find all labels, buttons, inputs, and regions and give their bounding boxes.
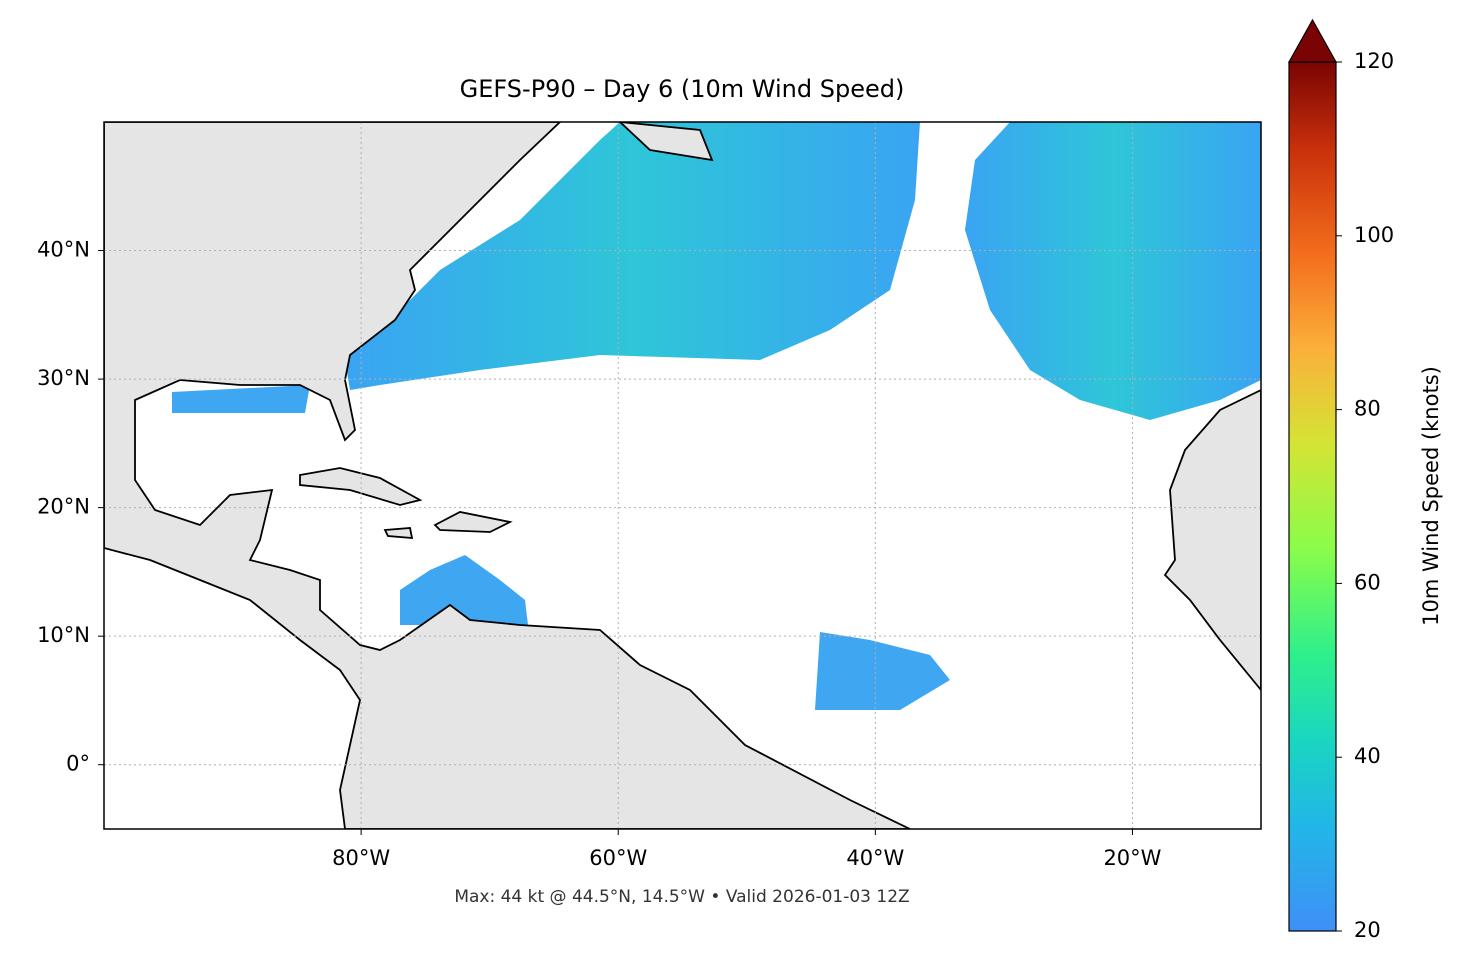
x-tick-label: 60°W xyxy=(589,846,647,870)
wind-region xyxy=(815,632,950,710)
island xyxy=(433,511,513,533)
island xyxy=(299,467,423,506)
y-tick-label: 30°N xyxy=(37,366,90,390)
wind-region xyxy=(400,555,528,625)
y-tick-label: 20°N xyxy=(37,495,90,519)
colorbar-extend xyxy=(1287,18,1338,63)
land xyxy=(1163,388,1261,692)
colorbar-tick-label: 40 xyxy=(1354,744,1381,768)
island xyxy=(383,527,414,539)
colorbar xyxy=(1288,61,1337,932)
colorbar-tick-label: 20 xyxy=(1354,918,1381,942)
wind-region xyxy=(965,122,1261,420)
colorbar-tick-label: 120 xyxy=(1354,49,1394,73)
land xyxy=(104,122,911,829)
chart-title: GEFS-P90 – Day 6 (10m Wind Speed) xyxy=(460,75,905,103)
x-tick-label: 40°W xyxy=(846,846,904,870)
land xyxy=(618,122,714,162)
wind-region xyxy=(345,122,920,390)
y-tick-label: 40°N xyxy=(37,238,90,262)
colorbar-label: 10m Wind Speed (knots) xyxy=(1419,366,1443,626)
colorbar-tick-label: 80 xyxy=(1354,397,1381,421)
y-tick-label: 0° xyxy=(66,752,90,776)
x-tick-label: 80°W xyxy=(332,846,390,870)
plot-frame xyxy=(103,121,1262,830)
footnote: Max: 44 kt @ 44.5°N, 14.5°W • Valid 2026… xyxy=(454,887,909,907)
y-tick-label: 10°N xyxy=(37,623,90,647)
wind-region xyxy=(172,385,310,413)
x-tick-label: 20°W xyxy=(1103,846,1161,870)
colorbar-tick-label: 60 xyxy=(1354,570,1381,594)
map-area xyxy=(104,122,1261,829)
colorbar-tick-label: 100 xyxy=(1354,223,1394,247)
